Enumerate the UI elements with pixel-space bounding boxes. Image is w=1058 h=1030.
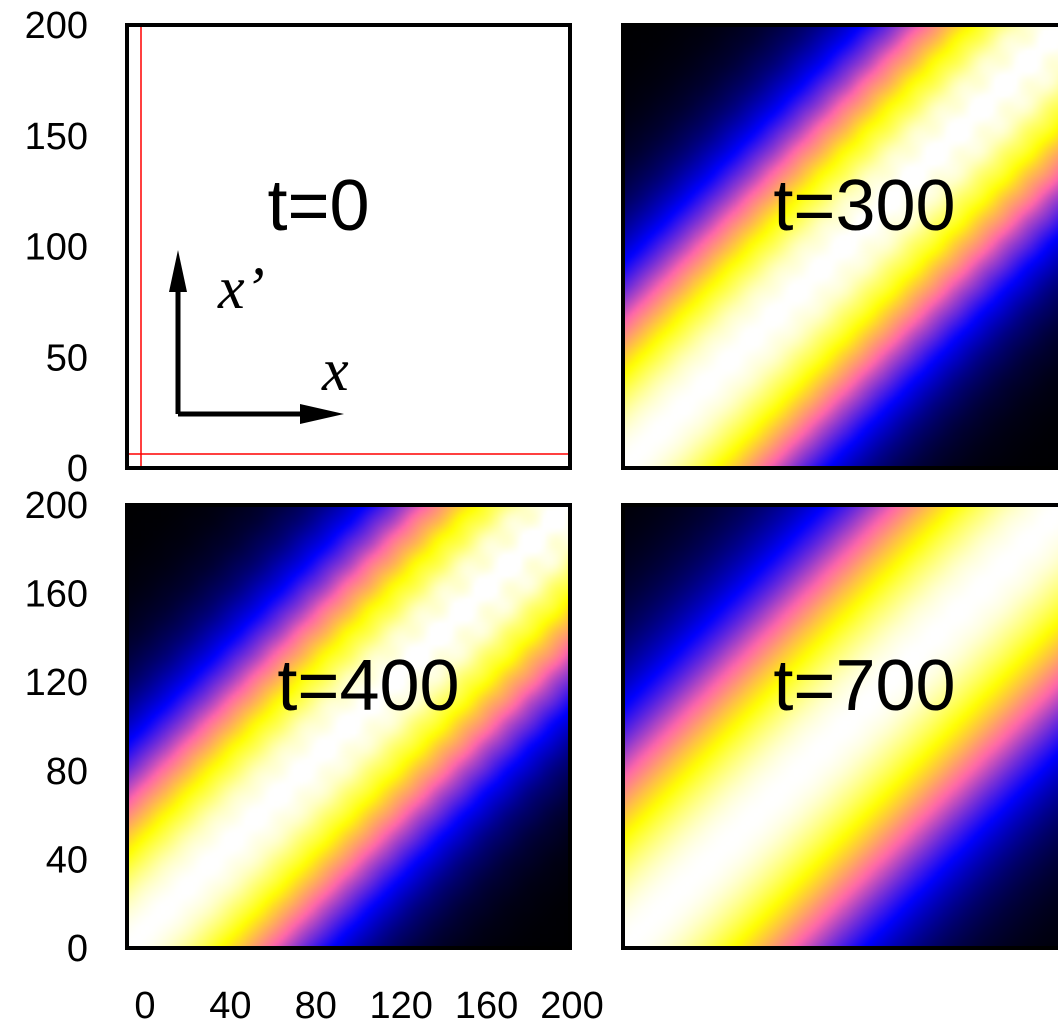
x-arrowhead-icon xyxy=(300,404,344,424)
panel-label-300: t=300 xyxy=(773,166,955,246)
x-tick-label: 120 xyxy=(369,985,432,1027)
panel-frame xyxy=(621,23,1058,470)
x-tick-label: 160 xyxy=(455,985,518,1027)
panel-label-400: t=400 xyxy=(277,646,459,726)
panel-frame xyxy=(621,503,1058,950)
y-arrowhead-icon xyxy=(169,250,187,292)
y-tick-label: 0 xyxy=(67,448,88,490)
arrow-x-label: x xyxy=(321,337,349,403)
y-tick-label: 40 xyxy=(46,839,88,881)
y-tick-label: 200 xyxy=(25,5,88,47)
arrow-y-label: x’ xyxy=(217,255,265,321)
x-tick-label: 80 xyxy=(295,985,337,1027)
panel-400: t=400 xyxy=(125,503,572,950)
x-tick-label: 40 xyxy=(209,985,251,1027)
panel-label-700: t=700 xyxy=(773,646,955,726)
panels-layer: x x’t=0 t=300 t=400 t=700 xyxy=(125,23,1058,950)
x-tick-label: 200 xyxy=(540,985,603,1027)
y-tick-label: 0 xyxy=(67,928,88,970)
y-tick-label: 160 xyxy=(25,574,88,616)
empty-plot-area xyxy=(127,25,570,468)
x-tick-label: 0 xyxy=(134,985,155,1027)
y-tick-label: 150 xyxy=(25,116,88,158)
panel-frame xyxy=(125,503,572,950)
panel-300: t=300 xyxy=(621,23,1058,470)
y-tick-label: 200 xyxy=(25,485,88,527)
panel-700: t=700 xyxy=(621,503,1058,950)
heatmap-image-300 xyxy=(623,25,1058,468)
y-tick-label: 50 xyxy=(46,337,88,379)
heatmap-image-400 xyxy=(127,505,570,948)
y-tick-label: 120 xyxy=(25,662,88,704)
y-tick-label: 80 xyxy=(46,751,88,793)
heatmap-image-700 xyxy=(623,505,1058,948)
panel-frame xyxy=(125,23,572,470)
panel-label-0: t=0 xyxy=(267,166,369,246)
y-tick-label: 100 xyxy=(25,227,88,269)
panel-0: x x’t=0 xyxy=(125,23,572,470)
